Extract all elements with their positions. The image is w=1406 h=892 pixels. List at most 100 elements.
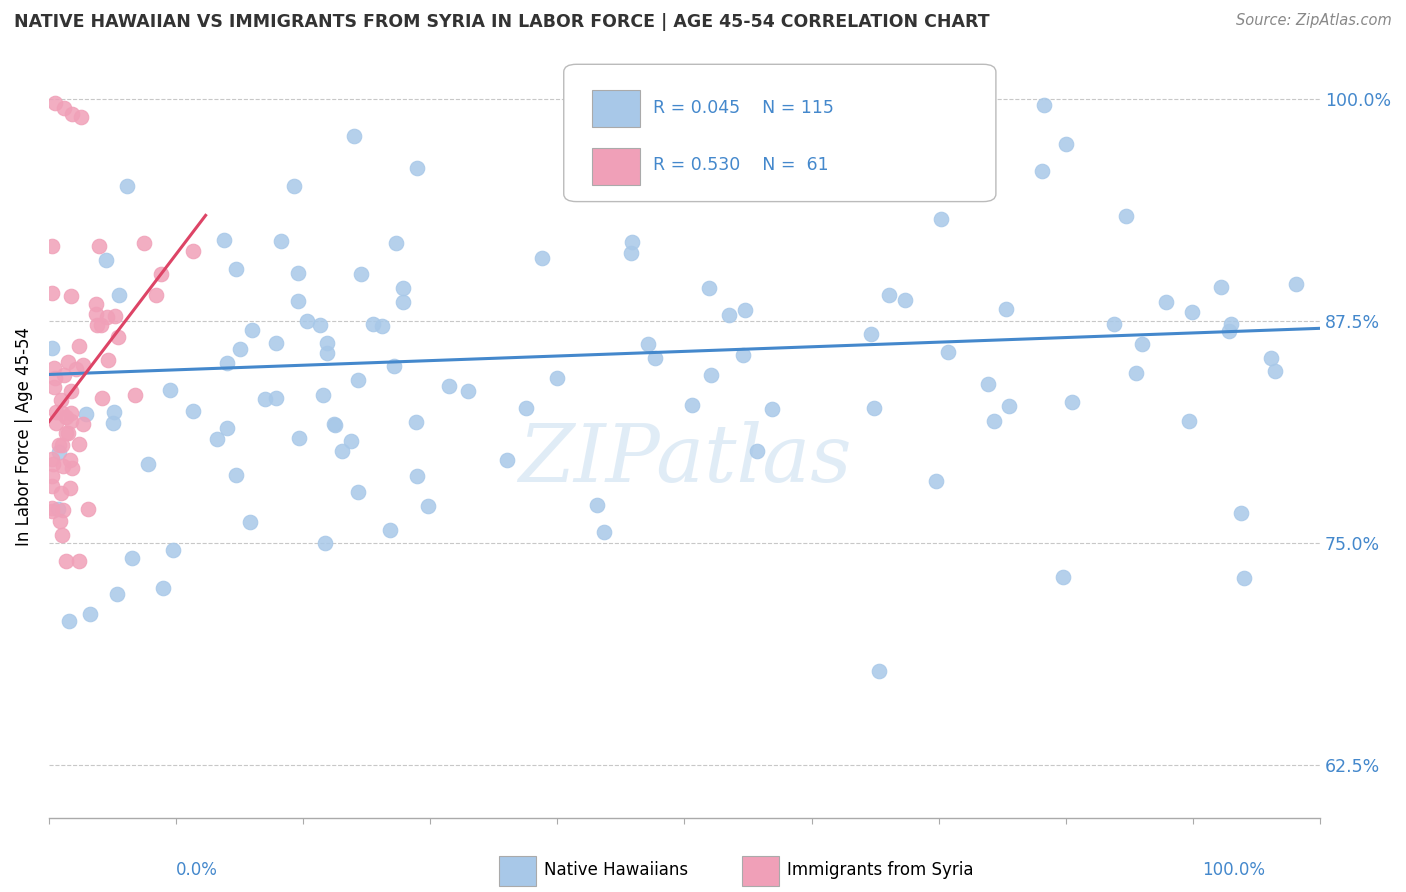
- Point: [1130, 337, 1153, 351]
- Point: [41, 478, 63, 492]
- Text: NATIVE HAWAIIAN VS IMMIGRANTS FROM SYRIA IN LABOR FORCE | AGE 45-54 CORRELATION : NATIVE HAWAIIAN VS IMMIGRANTS FROM SYRIA…: [14, 13, 990, 31]
- Point: [1154, 295, 1177, 310]
- Point: [314, 535, 336, 549]
- Point: [45, 405, 67, 419]
- Point: [44, 361, 66, 376]
- Point: [925, 474, 948, 488]
- Point: [136, 457, 159, 471]
- Point: [72, 417, 94, 431]
- FancyBboxPatch shape: [592, 90, 640, 127]
- Point: [41, 239, 63, 253]
- Point: [55, 426, 77, 441]
- Point: [75, 407, 97, 421]
- Point: [347, 373, 370, 387]
- Point: [860, 148, 883, 162]
- Point: [733, 348, 755, 362]
- Point: [41, 469, 63, 483]
- FancyBboxPatch shape: [592, 148, 640, 185]
- FancyBboxPatch shape: [564, 64, 995, 202]
- Point: [977, 376, 1000, 391]
- Point: [346, 484, 368, 499]
- Point: [266, 336, 288, 351]
- Point: [316, 346, 339, 360]
- Point: [52, 458, 75, 473]
- Point: [546, 371, 568, 385]
- Point: [67, 554, 90, 568]
- Point: [385, 236, 408, 251]
- Point: [41, 286, 63, 301]
- Point: [53, 368, 76, 383]
- Point: [90, 318, 112, 332]
- Point: [995, 301, 1018, 316]
- Point: [697, 281, 720, 295]
- Point: [323, 417, 346, 432]
- Point: [1031, 163, 1053, 178]
- Point: [586, 498, 609, 512]
- Point: [270, 234, 292, 248]
- Point: [55, 409, 77, 424]
- Point: [593, 524, 616, 539]
- Point: [59, 482, 82, 496]
- Point: [181, 404, 204, 418]
- Point: [382, 359, 405, 374]
- Point: [350, 267, 373, 281]
- Point: [48, 438, 70, 452]
- Point: [225, 467, 247, 482]
- Point: [343, 129, 366, 144]
- Point: [104, 309, 127, 323]
- Point: [84, 307, 107, 321]
- Point: [718, 308, 741, 322]
- Point: [103, 405, 125, 419]
- Text: 0.0%: 0.0%: [176, 861, 218, 879]
- Text: Source: ZipAtlas.com: Source: ZipAtlas.com: [1236, 13, 1392, 29]
- Point: [101, 417, 124, 431]
- Point: [67, 339, 90, 353]
- Point: [361, 317, 384, 331]
- Point: [893, 293, 915, 308]
- Point: [217, 356, 239, 370]
- Point: [457, 384, 479, 398]
- Point: [60, 406, 83, 420]
- Point: [1229, 506, 1251, 520]
- Point: [96, 253, 118, 268]
- Point: [1209, 280, 1232, 294]
- Point: [1060, 395, 1083, 409]
- Point: [380, 523, 402, 537]
- Point: [84, 296, 107, 310]
- Point: [65, 362, 87, 376]
- Point: [79, 607, 101, 621]
- Point: [132, 236, 155, 251]
- Point: [308, 318, 330, 332]
- Point: [42, 458, 65, 472]
- Point: [69, 110, 91, 124]
- Point: [159, 384, 181, 398]
- Point: [747, 443, 769, 458]
- Point: [1285, 277, 1308, 292]
- Point: [1115, 209, 1137, 223]
- Point: [877, 288, 900, 302]
- Point: [51, 406, 73, 420]
- Point: [44, 380, 66, 394]
- Point: [60, 460, 83, 475]
- Point: [859, 327, 882, 342]
- Point: [813, 75, 835, 89]
- Point: [58, 614, 80, 628]
- Point: [41, 452, 63, 467]
- Point: [515, 401, 537, 415]
- Point: [59, 384, 82, 398]
- Point: [124, 388, 146, 402]
- Point: [41, 341, 63, 355]
- Point: [287, 266, 309, 280]
- Point: [108, 288, 131, 302]
- Point: [115, 178, 138, 193]
- Text: 100.0%: 100.0%: [1202, 861, 1265, 879]
- Point: [49, 514, 72, 528]
- Point: [644, 351, 666, 365]
- Point: [44, 371, 66, 385]
- Point: [49, 392, 72, 407]
- Point: [59, 453, 82, 467]
- Point: [105, 587, 128, 601]
- Point: [863, 401, 886, 415]
- Point: [283, 179, 305, 194]
- Point: [405, 469, 427, 483]
